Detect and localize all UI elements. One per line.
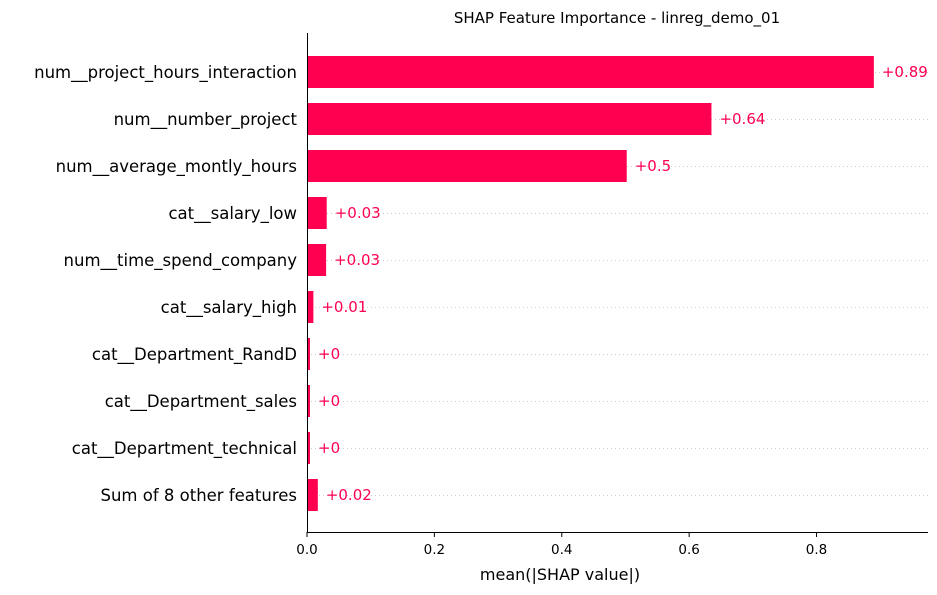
bar-cat-salary-low [308,197,327,229]
data-label-cat-department-sales: +0 [318,392,340,410]
x-tick-label-4: 0.8 [806,542,827,558]
bar-layer: +0.89 num__project_hours_interaction +0.64… [34,56,928,511]
x-ticks: 0.0 0.2 0.4 0.6 0.8 [296,532,827,558]
x-tick-label-0: 0.0 [296,542,317,558]
bar-sum-of-8-other-features [308,479,318,511]
x-axis-label: mean(|SHAP value|) [480,565,640,584]
bar-num-number-project [308,103,712,135]
chart-title: SHAP Feature Importance - linreg_demo_01 [454,9,780,28]
data-label-sum-of-8-other-features: +0.02 [326,486,372,504]
bar-cat-department-technical [308,432,310,464]
data-label-cat-salary-high: +0.01 [321,298,367,316]
data-label-cat-department-technical: +0 [318,439,340,457]
y-tick-label-num-number-project: num__number_project [114,110,298,130]
data-label-cat-department-randd: +0 [318,345,340,363]
y-tick-label-cat-department-sales: cat__Department_sales [105,392,297,412]
y-tick-label-cat-salary-low: cat__salary_low [168,204,297,224]
data-label-cat-salary-low: +0.03 [335,204,381,222]
data-label-num-project-hours-interaction: +0.89 [882,63,928,81]
data-label-num-time-spend-company: +0.03 [334,251,380,269]
grid-layer [307,72,928,496]
y-tick-label-num-time-spend-company: num__time_spend_company [64,251,298,271]
y-tick-label-cat-department-randd: cat__Department_RandD [92,345,297,365]
y-tick-label-num-average-montly-hours: num__average_montly_hours [56,157,297,177]
y-tick-label-sum-of-8-other-features: Sum of 8 other features [100,486,297,505]
x-tick-label-2: 0.4 [551,542,572,558]
bar-cat-department-sales [308,385,310,417]
x-tick-label-3: 0.6 [678,542,699,558]
bar-cat-department-randd [308,338,310,370]
bar-cat-salary-high [308,291,314,323]
y-tick-label-num-project-hours-interaction: num__project_hours_interaction [34,63,297,83]
y-tick-label-cat-department-technical: cat__Department_technical [72,439,297,459]
data-label-num-number-project: +0.64 [719,110,765,128]
y-tick-label-cat-salary-high: cat__salary_high [161,298,297,318]
data-label-num-average-montly-hours: +0.5 [635,157,671,175]
x-tick-label-1: 0.2 [424,542,445,558]
bar-num-time-spend-company [308,244,327,276]
bar-num-project-hours-interaction [308,56,874,88]
bar-num-average-montly-hours [308,150,627,182]
